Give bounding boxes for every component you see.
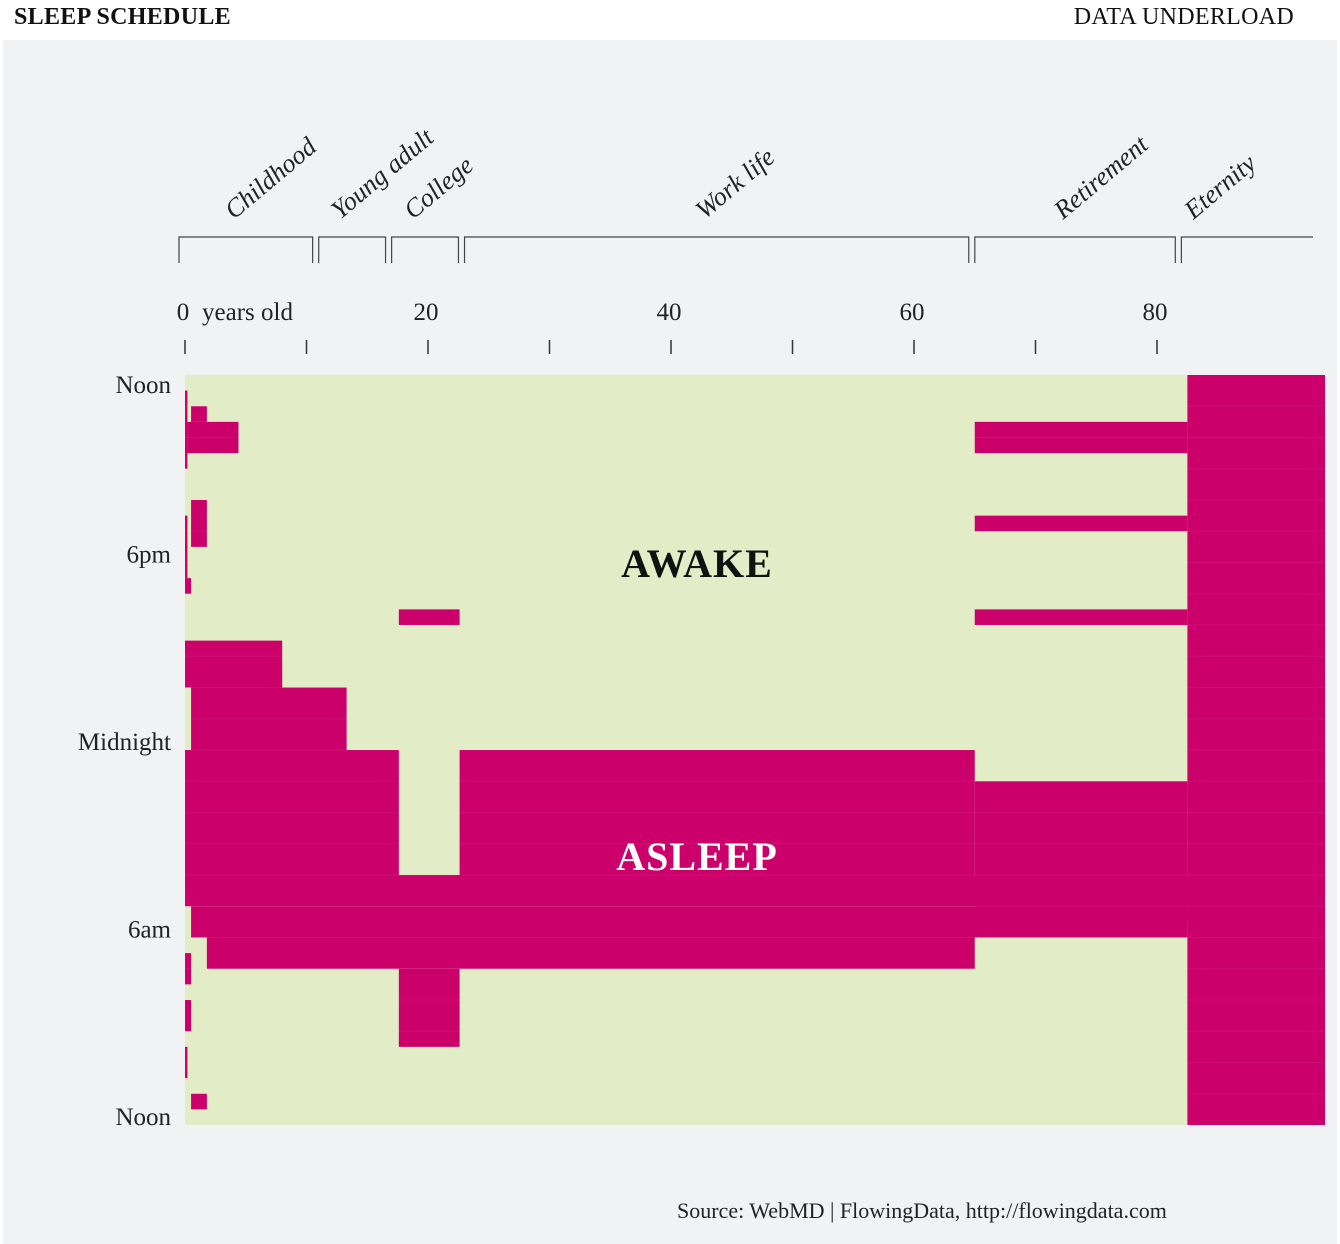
asleep-block [191, 687, 347, 750]
asleep-block [459, 750, 975, 875]
life-stage-bracket [1180, 236, 1313, 263]
y-tick-label: Noon [115, 1104, 171, 1131]
asleep-label: ASLEEP [616, 834, 778, 879]
asleep-block [398, 968, 460, 1047]
x-tick-label: 0 [177, 299, 190, 326]
asleep-block [191, 1093, 207, 1110]
top-bar: SLEEP SCHEDULE DATA UNDERLOAD [0, 0, 1340, 40]
asleep-block [185, 953, 192, 985]
awake-label: AWAKE [621, 541, 773, 586]
asleep-block [185, 1046, 188, 1079]
asleep-block [185, 578, 192, 594]
asleep-block [185, 1000, 192, 1032]
chart-title: SLEEP SCHEDULE [14, 4, 231, 30]
x-axis-label: years old [202, 299, 293, 326]
asleep-block [185, 640, 283, 688]
y-tick-label: 6pm [127, 542, 172, 569]
asleep-block [974, 421, 1188, 454]
life-stage-bracket [318, 236, 387, 263]
asleep-block [974, 515, 1188, 532]
life-stage-bracket [178, 236, 314, 263]
asleep-block [185, 390, 188, 469]
asleep-block [191, 406, 207, 422]
asleep-block [187, 421, 239, 454]
asleep-block [206, 937, 975, 969]
x-tick-label: 20 [414, 299, 439, 326]
asleep-block [1187, 375, 1325, 1125]
asleep-block [974, 609, 1188, 625]
source-note: Source: WebMD | FlowingData, http://flow… [677, 1198, 1167, 1223]
life-stage-label: Work life [690, 142, 780, 224]
life-stage-bracket [391, 236, 460, 263]
life-stage-bracket [974, 236, 1176, 263]
asleep-block [185, 750, 399, 875]
brand-name: DATA UNDERLOAD [1073, 4, 1294, 30]
y-tick-label: 6am [128, 917, 172, 944]
asleep-block [974, 781, 1188, 922]
life-stage-bracket [463, 236, 970, 263]
x-tick-label: 40 [657, 299, 682, 326]
asleep-block [185, 515, 188, 579]
y-tick-label: Noon [115, 372, 171, 399]
life-stage-label: Eternity [1178, 148, 1262, 225]
y-tick-label: Midnight [78, 729, 171, 756]
asleep-block [191, 500, 207, 547]
x-tick-label: 80 [1143, 299, 1168, 326]
life-stage-label: Childhood [219, 131, 323, 224]
life-stage-label: Retirement [1048, 129, 1155, 225]
x-tick-label: 60 [900, 299, 925, 326]
asleep-block [398, 609, 460, 625]
